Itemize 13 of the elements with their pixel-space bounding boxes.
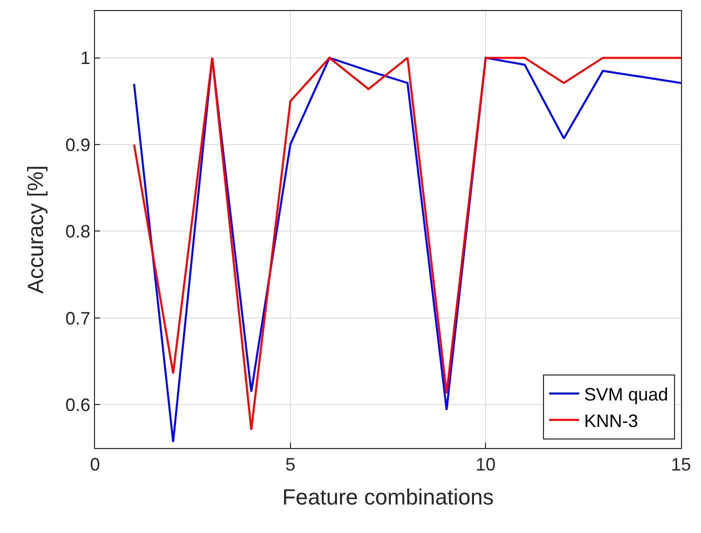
y-tick-label: 0.9 xyxy=(65,134,90,155)
x-tick-label: 5 xyxy=(285,454,296,475)
y-axis-title: Accuracy [%] xyxy=(23,165,48,294)
legend-label: SVM quad xyxy=(584,384,668,404)
legend-label: KNN-3 xyxy=(584,410,638,431)
x-tick-label: 15 xyxy=(670,454,692,475)
x-tick-label: 10 xyxy=(476,454,496,475)
x-axis-title: Feature combinations xyxy=(282,484,494,510)
y-tick-label: 0.6 xyxy=(65,394,90,415)
x-tick-label: 0 xyxy=(90,454,100,475)
y-tick-label: 0.8 xyxy=(65,222,90,242)
y-tick-label: 1 xyxy=(80,48,90,68)
y-tick-label: 0.7 xyxy=(65,308,90,328)
